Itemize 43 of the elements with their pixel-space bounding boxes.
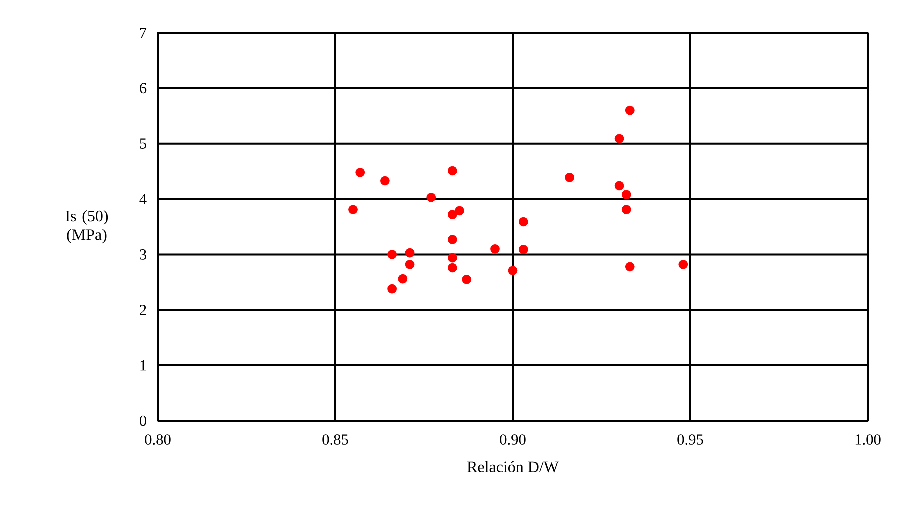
y-tick-label: 2 [140, 305, 146, 316]
point [614, 181, 624, 191]
point [388, 284, 397, 294]
point [448, 253, 458, 263]
y-tick-label: 7 [140, 28, 147, 38]
point [518, 245, 528, 254]
point [380, 176, 390, 186]
point [348, 205, 358, 214]
point [448, 263, 458, 273]
point [448, 166, 458, 176]
y-axis-title: Is (50) (MPa) [66, 210, 108, 244]
point [405, 248, 415, 258]
point [426, 192, 436, 202]
y-tick-label: 0 [140, 416, 146, 426]
point [405, 260, 415, 270]
point [518, 217, 528, 227]
y-tick-label: 4 [140, 194, 147, 204]
x-tick-label: 0.90 [500, 434, 526, 445]
x-tick-label: 0.80 [145, 434, 171, 445]
point [356, 168, 366, 178]
x-tick-label: 0.85 [322, 434, 348, 445]
x-tick-label: 1.00 [856, 434, 881, 445]
point [622, 205, 632, 214]
point [448, 235, 458, 244]
point [508, 266, 518, 276]
point [462, 274, 472, 284]
point [398, 274, 408, 284]
point [455, 206, 464, 216]
y-tick-label: 6 [140, 83, 147, 94]
point [388, 250, 397, 260]
y-tick-label: 3 [140, 250, 146, 260]
point [448, 210, 458, 220]
point [490, 244, 500, 254]
point [678, 260, 688, 270]
point [565, 172, 574, 182]
y-tick-label: 5 [140, 138, 146, 149]
y-tick-label: 1 [140, 360, 146, 371]
x-tick-label: 0.95 [678, 434, 704, 445]
point [622, 190, 632, 200]
point [614, 134, 624, 144]
x-axis-title: Relación D/W [467, 461, 559, 473]
point [625, 262, 635, 272]
point [625, 106, 635, 116]
